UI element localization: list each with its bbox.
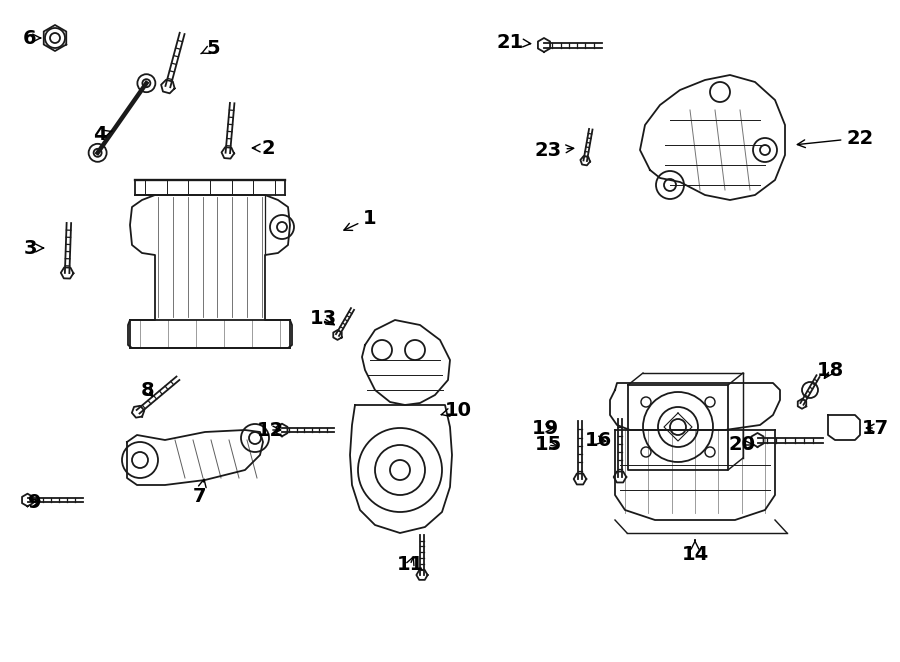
Text: 21: 21 bbox=[497, 32, 531, 52]
Text: 19: 19 bbox=[531, 418, 559, 438]
Text: 14: 14 bbox=[681, 540, 708, 565]
Text: 6: 6 bbox=[23, 28, 40, 48]
Text: 3: 3 bbox=[23, 238, 43, 258]
Text: 16: 16 bbox=[584, 430, 612, 449]
Text: 5: 5 bbox=[201, 38, 220, 58]
Text: 10: 10 bbox=[441, 401, 472, 420]
Text: 7: 7 bbox=[194, 479, 207, 506]
Text: 9: 9 bbox=[28, 493, 41, 512]
Text: 22: 22 bbox=[797, 128, 874, 148]
Text: 4: 4 bbox=[94, 126, 112, 144]
Text: 17: 17 bbox=[861, 418, 888, 438]
Text: 15: 15 bbox=[535, 436, 562, 455]
Text: 2: 2 bbox=[252, 138, 274, 158]
Text: 18: 18 bbox=[816, 361, 843, 379]
Text: 23: 23 bbox=[535, 140, 573, 160]
Text: 13: 13 bbox=[310, 308, 337, 328]
Text: 1: 1 bbox=[344, 209, 377, 230]
Text: 11: 11 bbox=[396, 555, 424, 575]
Text: 8: 8 bbox=[141, 381, 155, 399]
Text: 12: 12 bbox=[256, 420, 284, 440]
Text: 20: 20 bbox=[728, 436, 755, 455]
